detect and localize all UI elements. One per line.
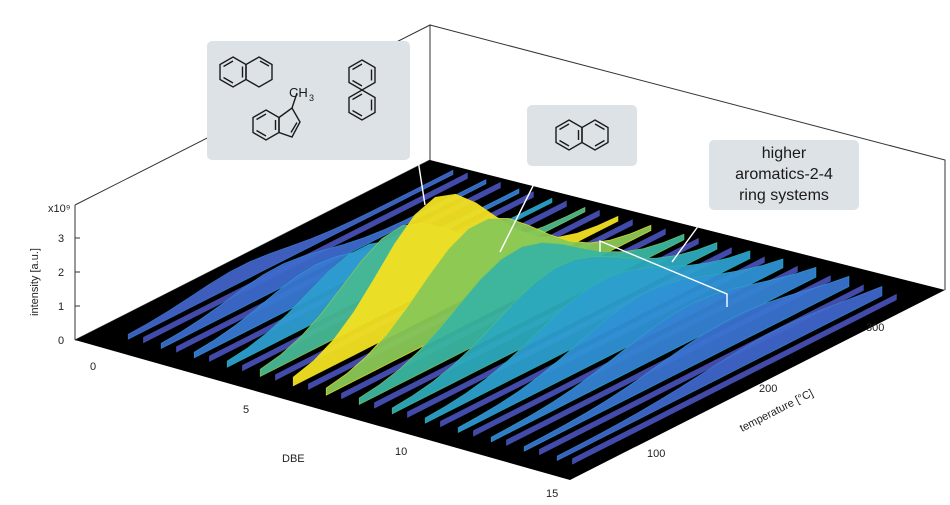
z-multiplier: x10⁹ xyxy=(48,203,70,215)
x-tick-10: 10 xyxy=(395,446,407,458)
x-tick-15: 15 xyxy=(546,488,558,500)
methyl-label: CH xyxy=(289,85,308,100)
methyl-subscript: 3 xyxy=(309,93,314,103)
callout-line-1: higher xyxy=(761,145,807,162)
callout-line-2: aromatics-2-4 xyxy=(735,166,833,183)
x-tick-5: 5 xyxy=(243,404,249,416)
dihydronaphthalene-structure xyxy=(219,56,273,88)
ridge-dbe-1 xyxy=(127,169,454,340)
ridge-dbe-12 xyxy=(490,266,817,443)
methylindene-structure xyxy=(252,92,301,141)
z-axis-title: intensity [a.u.] xyxy=(29,248,41,316)
y-tick-200: 200 xyxy=(759,383,777,395)
biphenyl-structure xyxy=(348,59,376,121)
x-axis-title: DBE xyxy=(282,453,305,465)
callout-naphthalene xyxy=(527,105,637,166)
z-tick-2: 2 xyxy=(58,267,64,279)
callout-higher-aromatics: higher aromatics-2-4 ring systems xyxy=(709,140,859,210)
y-tick-300: 300 xyxy=(866,322,884,334)
ridge-base-dbe-14 xyxy=(572,293,897,465)
z-ticks xyxy=(75,237,80,341)
x-tick-0: 0 xyxy=(90,361,96,373)
x-tick-labels: 0 5 10 15 xyxy=(90,361,558,500)
callout-line-3: ring systems xyxy=(739,187,829,204)
z-tick-0: 0 xyxy=(58,335,64,347)
callout-aromatics-small: CH 3 xyxy=(207,41,410,160)
ridge-dbe-14 xyxy=(556,286,883,462)
ridge-dbe-13 xyxy=(523,275,850,452)
surface-ridges xyxy=(127,169,897,465)
callout-pointers xyxy=(417,159,728,307)
z-tick-3: 3 xyxy=(58,233,64,245)
naphthalene-structure xyxy=(555,119,609,151)
z-tick-1: 1 xyxy=(58,301,64,313)
z-tick-labels: 0 1 2 3 x10⁹ xyxy=(48,203,70,347)
y-tick-labels: 100 200 300 xyxy=(647,322,884,460)
y-tick-100: 100 xyxy=(647,448,665,460)
